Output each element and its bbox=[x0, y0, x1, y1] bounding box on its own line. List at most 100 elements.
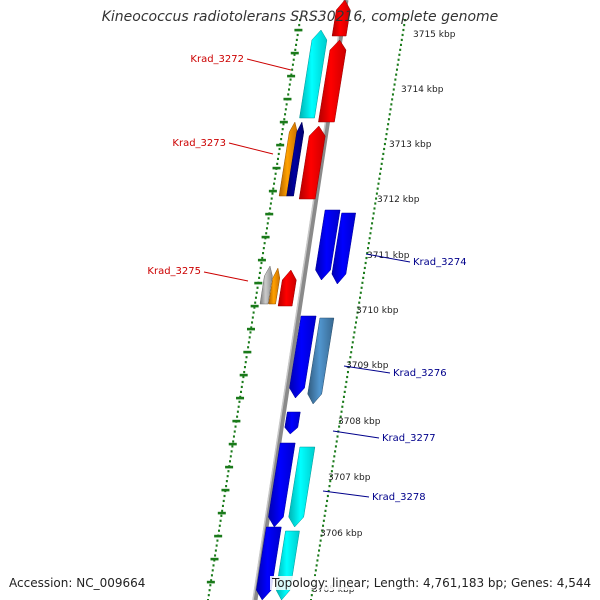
tick-dot bbox=[392, 88, 395, 91]
tick-dot bbox=[330, 475, 333, 478]
tick-dot bbox=[242, 375, 245, 379]
tick-dot bbox=[244, 361, 247, 364]
tick-dot bbox=[311, 589, 314, 592]
tick-dot bbox=[265, 232, 268, 235]
tick-dot bbox=[344, 385, 347, 389]
gene-feature-arrow bbox=[299, 29, 328, 119]
tick-dot bbox=[383, 147, 386, 151]
tick-dot bbox=[377, 182, 380, 185]
tick-dot bbox=[233, 430, 236, 433]
tick-dot bbox=[240, 385, 243, 389]
tick-dot bbox=[232, 435, 235, 438]
tick-dot bbox=[227, 470, 230, 473]
tick-dot bbox=[365, 256, 368, 260]
tick-dash bbox=[279, 120, 288, 124]
tick-dot bbox=[243, 366, 246, 369]
tick-dot bbox=[267, 217, 270, 220]
tick-dash bbox=[228, 442, 237, 446]
tick-dot bbox=[380, 162, 383, 165]
tick-dot bbox=[271, 192, 274, 195]
tick-dot bbox=[215, 544, 218, 547]
tick-dot bbox=[273, 182, 276, 185]
tick-dot bbox=[221, 504, 224, 508]
tick-dot bbox=[266, 222, 269, 225]
gene-label[interactable]: Krad_3276 bbox=[393, 368, 447, 379]
tick-dot bbox=[220, 514, 223, 517]
tick-dash bbox=[257, 258, 266, 262]
tick-dot bbox=[295, 38, 298, 42]
tick-dot bbox=[247, 341, 250, 344]
tick-dot bbox=[318, 544, 321, 547]
tick-dot bbox=[379, 172, 382, 175]
tick-dot bbox=[384, 137, 387, 141]
tick-dot bbox=[367, 247, 370, 250]
tick-dot bbox=[314, 569, 317, 572]
tick-dot bbox=[214, 549, 217, 552]
tick-dot bbox=[382, 152, 385, 156]
genome-summary-text: Topology: linear; Length: 4,761,183 bp; … bbox=[270, 576, 592, 590]
tick-dash bbox=[290, 51, 299, 55]
tick-dot bbox=[207, 594, 210, 597]
tick-dot bbox=[364, 261, 367, 265]
tick-dot bbox=[386, 128, 389, 131]
tick-dot bbox=[219, 519, 222, 522]
tick-label: 3713 kbp bbox=[389, 140, 432, 150]
tick-dot bbox=[329, 480, 332, 483]
gene-label[interactable]: Krad_3277 bbox=[382, 433, 436, 444]
tick-dot bbox=[290, 73, 293, 76]
tick-dot-rows bbox=[206, 19, 406, 600]
tick-dot bbox=[346, 375, 349, 379]
tick-dot bbox=[319, 539, 322, 542]
tick-dot bbox=[262, 251, 265, 255]
tick-dot bbox=[333, 455, 336, 458]
tick-dash bbox=[268, 189, 277, 193]
tick-dash bbox=[206, 580, 215, 584]
gene-label-leader bbox=[246, 58, 292, 71]
tick-dot bbox=[229, 455, 232, 458]
tick-dot bbox=[371, 217, 374, 220]
gene-label[interactable]: Krad_3278 bbox=[372, 492, 426, 503]
tick-dot bbox=[340, 410, 343, 413]
tick-dot bbox=[359, 296, 362, 299]
tick-dot bbox=[360, 286, 363, 289]
tick-dot bbox=[322, 524, 325, 527]
tick-dot bbox=[238, 400, 241, 403]
tick-dot bbox=[387, 123, 390, 126]
tick-label: 3705 kbp bbox=[312, 585, 355, 595]
tick-dot bbox=[363, 271, 366, 275]
tick-dot bbox=[222, 499, 225, 503]
tick-dot bbox=[331, 465, 334, 468]
gene-label[interactable]: Krad_3274 bbox=[413, 257, 467, 268]
tick-dash bbox=[254, 281, 263, 285]
tick-dot bbox=[232, 440, 235, 443]
tick-label: 3709 kbp bbox=[346, 361, 389, 371]
gene-features bbox=[256, 0, 356, 600]
gene-label-leader bbox=[322, 490, 370, 498]
tick-dot bbox=[375, 197, 378, 200]
tick-dot bbox=[326, 499, 329, 503]
gene-feature-arrow bbox=[278, 121, 298, 197]
tick-dot bbox=[345, 380, 348, 384]
tick-dash bbox=[221, 488, 230, 492]
tick-dot bbox=[248, 336, 251, 339]
gene-label-leader bbox=[228, 142, 274, 155]
gene-label[interactable]: Krad_3275 bbox=[147, 266, 201, 277]
gene-label[interactable]: Krad_3273 bbox=[172, 138, 226, 149]
gene-label[interactable]: Krad_3272 bbox=[190, 54, 244, 65]
tick-dot bbox=[391, 98, 394, 101]
tick-dash bbox=[250, 304, 259, 308]
tick-dot bbox=[214, 554, 217, 557]
tick-dot bbox=[318, 549, 321, 552]
gene-feature-arrow bbox=[298, 125, 326, 200]
gene-feature-arrow bbox=[256, 526, 282, 600]
tick-dot bbox=[334, 445, 337, 448]
tick-label: 3712 kbp bbox=[377, 195, 420, 205]
tick-dot bbox=[381, 157, 384, 161]
tick-dot bbox=[353, 331, 356, 334]
tick-dot bbox=[240, 390, 243, 393]
tick-dash bbox=[287, 74, 296, 78]
tick-dot bbox=[349, 356, 352, 359]
tick-dot bbox=[258, 271, 261, 275]
tick-dot bbox=[236, 410, 239, 413]
